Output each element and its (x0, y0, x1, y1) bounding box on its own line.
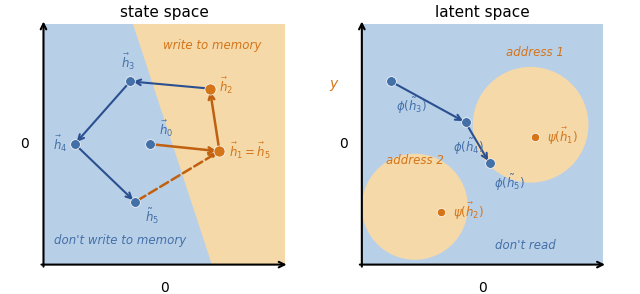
Text: $\vec{h}_1=\vec{h}_5$: $\vec{h}_1=\vec{h}_5$ (229, 141, 271, 161)
Text: address 2: address 2 (386, 154, 444, 168)
Text: 0: 0 (339, 137, 348, 151)
Text: $\vec{h}_0$: $\vec{h}_0$ (159, 119, 173, 139)
Circle shape (362, 154, 468, 260)
Text: $\phi(\tilde{h}_5)$: $\phi(\tilde{h}_5)$ (495, 173, 525, 193)
Text: $\tilde{h}_5$: $\tilde{h}_5$ (145, 207, 159, 226)
Text: 0: 0 (20, 137, 29, 151)
Text: write to memory: write to memory (163, 39, 261, 52)
Text: $\vec{h}_3$: $\vec{h}_3$ (121, 52, 135, 72)
Text: address 1: address 1 (506, 46, 564, 59)
Text: $\phi(\tilde{h}_4)$: $\phi(\tilde{h}_4)$ (454, 137, 484, 157)
Text: $\vec{h}_4$: $\vec{h}_4$ (53, 134, 68, 154)
Circle shape (473, 67, 588, 183)
Text: $\psi(\vec{h}_1)$: $\psi(\vec{h}_1)$ (547, 126, 579, 147)
Text: $\psi(\vec{h}_2)$: $\psi(\vec{h}_2)$ (454, 201, 484, 222)
Text: don't write to memory: don't write to memory (54, 234, 187, 247)
Polygon shape (132, 24, 285, 265)
Text: $\phi(\tilde{h}_3)$: $\phi(\tilde{h}_3)$ (396, 96, 427, 116)
Text: 0: 0 (478, 281, 487, 294)
Text: $\vec{h}_2$: $\vec{h}_2$ (220, 76, 234, 96)
Title: state space: state space (120, 5, 209, 20)
Title: latent space: latent space (435, 5, 530, 20)
Text: 0: 0 (159, 281, 168, 294)
Text: don't read: don't read (495, 239, 556, 252)
Text: y: y (330, 77, 338, 91)
